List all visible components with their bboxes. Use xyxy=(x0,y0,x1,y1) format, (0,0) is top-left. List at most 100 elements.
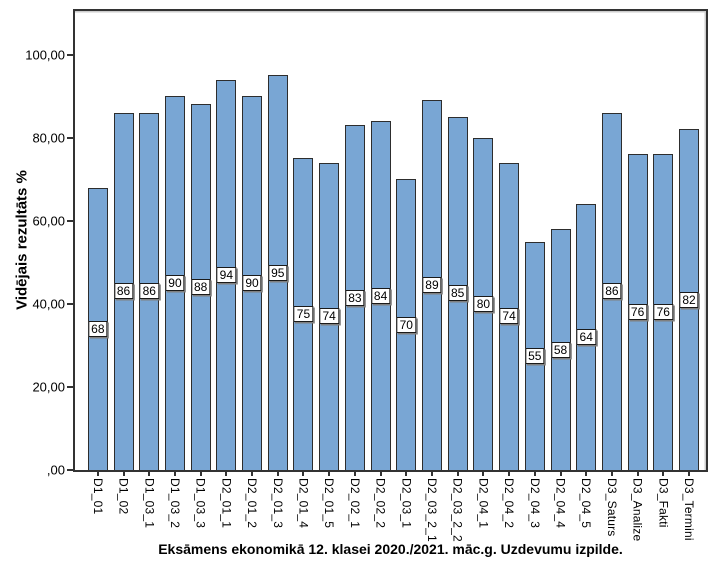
x-tick xyxy=(456,470,459,476)
x-tick-label: D2_04_3 xyxy=(527,478,542,529)
bar-value-label: 64 xyxy=(576,329,596,346)
bar-slot: 76 D3_Fakti xyxy=(650,11,676,528)
x-tick-label: D2_03_1 xyxy=(399,478,414,529)
x-tick xyxy=(430,470,433,476)
y-tick-label: 60,00 xyxy=(32,213,65,229)
x-tick xyxy=(585,470,588,476)
bar-slot: 64 D2_04_5 xyxy=(573,11,599,528)
bar-value-label: 76 xyxy=(653,304,673,321)
x-tick-label: D1_03_3 xyxy=(193,478,208,529)
x-tick xyxy=(148,470,151,476)
x-tick-label: D2_04_4 xyxy=(553,478,568,529)
bar-slot: 80 D2_04_1 xyxy=(471,11,497,528)
bar-value-label: 86 xyxy=(139,283,159,300)
bar-slot: 95 D2_01_3 xyxy=(265,11,291,528)
x-tick xyxy=(508,470,511,476)
x-tick-label: D2_02_1 xyxy=(347,478,362,529)
bar-value-label: 74 xyxy=(319,308,339,325)
bar-slot: 89 D2_03_2_1 xyxy=(419,11,445,542)
y-tick-label: ,00 xyxy=(46,462,65,478)
bar-value-label: 94 xyxy=(216,266,237,283)
y-tick xyxy=(67,469,75,471)
bar-value-label: 83 xyxy=(345,289,365,306)
y-tick-label: 20,00 xyxy=(32,379,65,395)
x-tick xyxy=(251,470,254,476)
bar-slot: 68 D1_01 xyxy=(85,11,111,514)
x-tick xyxy=(379,470,382,476)
y-tick xyxy=(67,53,75,56)
bar-value-label: 90 xyxy=(165,275,185,292)
x-tick xyxy=(199,470,202,476)
bar-value-label: 86 xyxy=(113,283,134,300)
bar-slot: 90 D2_01_2 xyxy=(239,11,265,528)
x-tick xyxy=(276,470,279,476)
bar-value-label: 75 xyxy=(293,306,314,323)
x-tick xyxy=(302,470,305,476)
bar-slot: 74 D2_04_2 xyxy=(496,11,522,528)
bar-value-label: 80 xyxy=(473,295,494,312)
y-tick-label: 80,00 xyxy=(32,130,65,146)
bar-slot: 86 D1_03_1 xyxy=(136,11,162,528)
bar-value-label: 58 xyxy=(550,341,571,358)
x-tick xyxy=(122,470,125,476)
bar-value-label: 82 xyxy=(679,291,699,308)
bar-value-label: 76 xyxy=(627,304,648,321)
bar-slot: 86 D1_02 xyxy=(111,11,137,514)
x-tick xyxy=(96,470,99,476)
bar-value-label: 74 xyxy=(499,308,519,325)
bars-layer: 68 D1_01 86 D1_02 86 D1_03_1 90 D1_03_2 88 D1_03_… xyxy=(75,11,706,542)
plot-area: ,00 20,00 40,00 60,00 80,00 100,00 68 D1_01 86 D… xyxy=(25,9,708,542)
x-tick-label: D1_03_1 xyxy=(142,478,157,529)
x-tick xyxy=(173,470,176,476)
bar-value-label: 88 xyxy=(190,279,211,296)
x-tick-label: D2_02_2 xyxy=(373,478,388,529)
x-tick-label: D2_03_2_1 xyxy=(424,478,439,542)
x-tick xyxy=(662,470,665,476)
bar-slot: 76 D3_Analize xyxy=(625,11,651,541)
x-tick-label: D3_Analize xyxy=(630,478,645,542)
bar-slot: 88 D1_03_3 xyxy=(188,11,214,528)
x-tick-label: D2_01_1 xyxy=(219,478,234,529)
y-tick xyxy=(67,385,75,388)
bar-slot: 82 D3_Termini xyxy=(676,11,702,541)
x-tick xyxy=(610,470,613,476)
bar-slot: 75 D2_01_4 xyxy=(291,11,317,528)
bar-value-label: 95 xyxy=(268,264,288,281)
y-tick-label: 40,00 xyxy=(32,296,65,312)
bar-slot: 74 D2_01_5 xyxy=(316,11,342,528)
bar-slot: 58 D2_04_4 xyxy=(548,11,574,528)
bar-value-label: 85 xyxy=(448,285,468,302)
x-tick xyxy=(482,470,485,476)
x-tick-label: D2_03_2_2 xyxy=(450,478,465,542)
x-tick-label: D2_01_2 xyxy=(245,478,260,529)
x-tick-label: D1_02 xyxy=(116,478,131,515)
y-tick xyxy=(67,136,75,139)
x-tick xyxy=(405,470,408,476)
bar-value-label: 84 xyxy=(370,287,391,304)
bar-slot: 55 D2_04_3 xyxy=(522,11,548,528)
bar-slot: 84 D2_02_2 xyxy=(368,11,394,528)
bar-value-label: 55 xyxy=(525,347,545,364)
bar-value-label: 70 xyxy=(396,316,416,333)
x-tick xyxy=(225,470,228,476)
x-tick xyxy=(328,470,331,476)
x-tick-label: D3_Termini xyxy=(682,478,697,541)
x-tick xyxy=(533,470,536,476)
bar-value-label: 90 xyxy=(242,275,262,292)
bar-value-label: 89 xyxy=(422,277,442,294)
y-tick-label: 100,00 xyxy=(25,47,65,63)
bar-value-label: 86 xyxy=(602,283,622,300)
bar-slot: 85 D2_03_2_2 xyxy=(445,11,471,542)
x-tick-label: D2_04_2 xyxy=(502,478,517,529)
x-tick-label: D2_01_4 xyxy=(296,478,311,529)
x-tick xyxy=(353,470,356,476)
bar-value-label: 68 xyxy=(88,320,108,337)
y-tick xyxy=(67,302,75,305)
x-tick-label: D2_04_5 xyxy=(579,478,594,529)
y-axis-title: Vidējais rezultāts % xyxy=(13,170,31,310)
x-tick xyxy=(688,470,691,476)
x-tick-label: D2_01_5 xyxy=(322,478,337,529)
x-tick-label: D1_03_2 xyxy=(167,478,182,529)
y-tick xyxy=(67,219,75,222)
